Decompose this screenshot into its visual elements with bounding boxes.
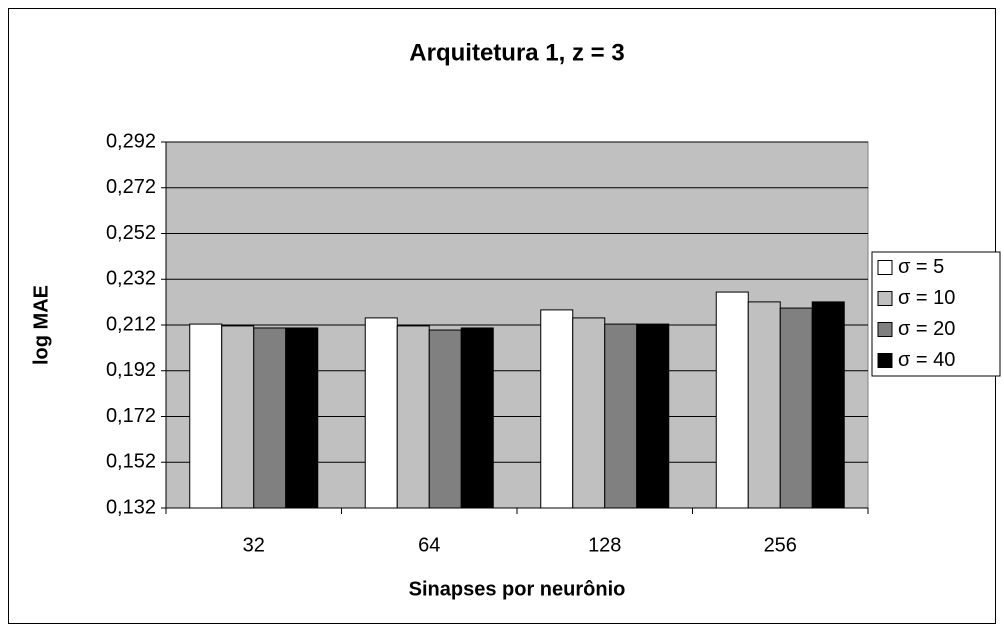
bar [636,323,670,509]
y-tick-label: 0,232 [106,268,156,290]
y-tick-label: 0,132 [106,496,156,518]
x-tick-label: 32 [243,534,265,556]
bar [779,307,813,509]
legend-label: σ = 40 [898,349,955,371]
bar [221,325,255,509]
bar [285,327,319,509]
bar [747,301,781,509]
bar [428,329,462,509]
bar [811,301,845,509]
legend-box [871,251,1001,377]
bar [253,327,287,509]
bar [604,323,638,509]
y-tick-label: 0,212 [106,313,156,335]
bar [189,323,223,509]
y-tick-label: 0,192 [106,359,156,381]
x-tick-label: 64 [418,534,440,556]
legend-swatch [877,291,893,306]
bar [572,317,606,509]
x-tick-label: 128 [588,534,621,556]
y-tick-label: 0,172 [106,405,156,427]
bar [460,327,494,509]
y-tick-label: 0,272 [106,176,156,198]
chart-title: Arquitetura 1, z = 3 [409,39,624,66]
legend-swatch [877,322,893,337]
y-tick-label: 0,252 [106,222,156,244]
legend-label: σ = 5 [898,256,944,278]
bar [364,317,398,509]
y-tick-label: 0,292 [106,130,156,152]
bar [396,325,430,509]
legend-swatch [877,260,893,275]
y-tick-label: 0,152 [106,451,156,473]
bar [540,309,574,509]
x-axis-title: Sinapses por neurônio [409,578,626,600]
y-axis-title: log MAE [30,285,52,365]
legend-label: σ = 20 [898,318,955,340]
legend-label: σ = 10 [898,287,955,309]
x-tick-label: 256 [764,534,797,556]
legend-swatch [877,353,893,368]
bar [715,291,749,509]
